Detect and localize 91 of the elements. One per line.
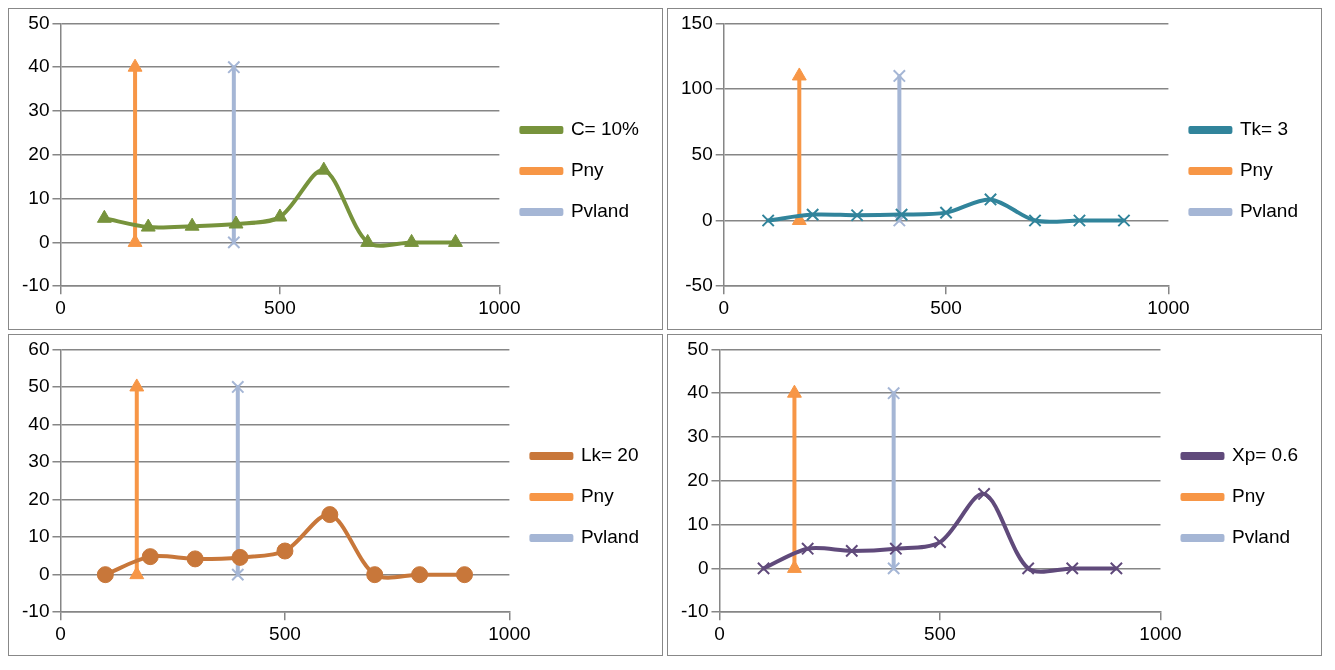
y-tick-label: 60 — [28, 337, 50, 359]
point — [894, 207, 909, 222]
point — [805, 207, 820, 222]
y-tick-label: -50 — [685, 274, 713, 296]
legend-label: Pvland — [580, 526, 640, 548]
legend-label: Pvland — [1239, 200, 1299, 222]
point — [887, 386, 901, 400]
point — [933, 535, 947, 549]
point — [316, 161, 332, 175]
y-tick-label: 0 — [702, 208, 713, 230]
point — [231, 380, 245, 394]
y-tick-label: 150 — [681, 11, 713, 33]
point — [983, 192, 998, 207]
y-tick-label: -10 — [21, 600, 50, 622]
point — [1065, 561, 1079, 576]
point — [977, 487, 991, 501]
point — [1028, 213, 1042, 228]
point — [404, 233, 420, 247]
point — [889, 542, 903, 556]
legend-label: Pny — [570, 159, 605, 181]
y-tick-label: 50 — [687, 337, 709, 359]
legend-label: Pny — [1239, 159, 1274, 181]
y-tick-label: 30 — [687, 425, 709, 447]
y-tick-label: 10 — [687, 512, 709, 534]
legend-label: C= 10% — [570, 118, 640, 140]
point — [321, 506, 339, 524]
point — [366, 566, 384, 584]
y-tick-label: 30 — [28, 99, 50, 121]
point — [141, 548, 159, 566]
x-tick-label: 1000 — [1139, 622, 1182, 644]
point — [1021, 561, 1035, 576]
y-tick-label: 10 — [28, 525, 50, 547]
y-tick-label: 10 — [28, 186, 50, 208]
y-tick-label: 40 — [28, 412, 50, 434]
point — [892, 69, 907, 83]
point — [231, 568, 245, 582]
x-tick-label: 1000 — [1147, 296, 1190, 318]
point — [761, 213, 775, 228]
point — [276, 542, 294, 560]
point — [448, 233, 463, 247]
point — [1072, 213, 1087, 228]
point — [96, 209, 112, 223]
point — [801, 542, 815, 556]
y-tick-label: 50 — [28, 11, 50, 33]
y-tick-label: 40 — [687, 381, 709, 403]
point — [231, 548, 249, 566]
point — [228, 215, 244, 229]
x-tick-label: 0 — [55, 296, 66, 318]
legend-label: Pny — [1231, 485, 1266, 507]
legend-label: Tk= 3 — [1239, 118, 1288, 140]
point — [96, 566, 114, 584]
y-tick-label: 0 — [38, 230, 50, 252]
point — [140, 218, 156, 232]
y-tick-label: 30 — [28, 450, 50, 472]
x-tick-label: 500 — [264, 296, 296, 318]
x-tick-label: 500 — [269, 622, 301, 644]
legend-label: Pvland — [570, 200, 629, 222]
point — [1109, 561, 1124, 576]
legend-label: Pny — [580, 485, 615, 507]
y-tick-label: -10 — [680, 600, 709, 622]
y-tick-label: 20 — [28, 487, 50, 509]
y-tick-label: -10 — [21, 274, 50, 296]
legend-label: Pvland — [1231, 526, 1291, 548]
point — [939, 205, 953, 220]
y-tick-label: 100 — [681, 77, 713, 99]
y-tick-label: 50 — [28, 375, 50, 397]
y-tick-label: 40 — [28, 55, 50, 77]
x-tick-label: 0 — [55, 622, 66, 644]
point — [272, 208, 288, 222]
point — [1117, 213, 1131, 228]
point — [184, 217, 200, 231]
legend-label: Xp= 0.6 — [1231, 444, 1298, 466]
y-tick-label: 0 — [697, 556, 709, 578]
y-tick-label: 20 — [28, 143, 50, 165]
point — [845, 544, 859, 558]
point — [411, 566, 429, 584]
point — [850, 208, 864, 222]
x-tick-label: 0 — [718, 296, 729, 318]
x-tick-label: 500 — [930, 296, 962, 318]
y-tick-label: 20 — [687, 469, 709, 491]
point — [456, 566, 474, 584]
x-tick-label: 1000 — [488, 622, 531, 644]
point — [186, 550, 204, 568]
x-tick-label: 1000 — [478, 296, 521, 318]
point — [756, 561, 771, 576]
y-tick-label: 50 — [691, 143, 713, 165]
y-tick-label: 0 — [38, 562, 50, 584]
point — [887, 561, 901, 576]
legend-label: Lk= 20 — [580, 444, 639, 466]
x-tick-label: 500 — [924, 622, 956, 644]
point — [227, 60, 241, 74]
